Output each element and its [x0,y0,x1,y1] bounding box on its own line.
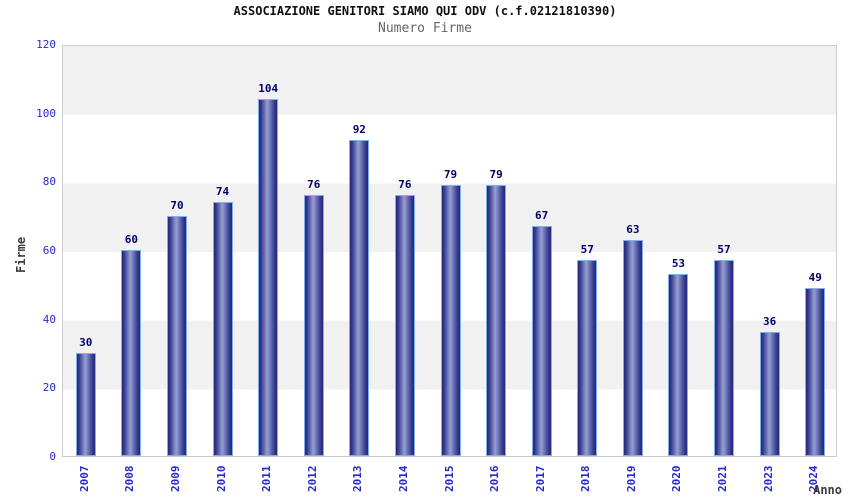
bar [531,225,552,456]
x-tick-label: 2017 [533,465,547,493]
y-tick-label: 0 [49,450,56,463]
bar [121,250,142,456]
bar [486,184,507,456]
x-tick-label: 2011 [260,465,274,493]
bar-value-label: 49 [808,270,822,284]
bar-value-label: 36 [762,315,777,329]
bar-value-label: 76 [307,178,321,192]
x-tick-label: 2016 [488,465,502,493]
x-tick-label: 2012 [305,465,319,493]
y-tick-label: 20 [42,381,56,395]
bar-value-label: 76 [398,178,412,192]
bar-value-label: 92 [352,123,366,137]
bar [394,195,415,456]
x-tick-label: 2020 [670,465,684,493]
x-tick-label: 2015 [442,465,456,493]
bar-value-label: 63 [626,222,640,236]
bar [668,274,689,456]
x-axis: 2007 2008 2009 2010 2011 2012 2013 2014 2015 2016… [62,461,837,499]
bar [440,184,461,456]
bar [805,287,826,456]
chart-subtitle: Numero Firme [378,21,472,36]
bar-value-label: 74 [215,184,230,198]
x-tick-label: 2007 [77,465,91,493]
y-tick-label: 60 [42,244,56,257]
y-tick-label: 40 [42,312,56,326]
y-tick-label: 100 [36,106,56,120]
bar [166,215,187,456]
bar [303,195,324,456]
bar-value-label: 57 [717,243,731,257]
bar [759,332,780,456]
bar-value-label: 67 [535,208,549,222]
x-tick-label: 2009 [168,465,182,493]
bar-value-label: 57 [580,243,594,257]
bar [714,260,735,456]
bar [349,140,370,456]
bar [212,201,233,456]
bar-value-label: 79 [489,167,503,181]
x-tick-label: 2021 [716,465,730,493]
bar [75,353,96,456]
chart-title: ASSOCIAZIONE GENITORI SIAMO QUI ODV (c.f… [233,4,617,18]
bar-value-label: 70 [170,198,184,212]
y-axis: 0 20 40 60 80 100 120 [0,38,56,463]
x-tick-label: 2019 [624,465,638,493]
x-tick-label: 2023 [761,465,775,493]
bar [258,98,279,456]
x-tick-label: 2008 [123,465,137,493]
bar-value-label: 104 [258,81,279,95]
x-axis-title: Anno [813,483,842,497]
bar [622,239,643,456]
y-tick-label: 80 [42,175,56,189]
x-tick-label: 2010 [214,465,228,493]
y-tick-label: 120 [36,38,56,51]
bar-value-label: 60 [124,233,138,246]
bar-value-label: 53 [671,257,686,271]
x-tick-label: 2018 [579,465,593,493]
plot-area: 30 60 70 74 104 76 92 76 79 79 67 57 63 53 57 36 49 [62,45,837,457]
bar-value-label: 30 [79,336,93,349]
x-tick-label: 2013 [351,465,365,493]
bar [577,260,598,456]
x-tick-label: 2014 [396,465,410,493]
bar-value-label: 79 [443,167,458,181]
